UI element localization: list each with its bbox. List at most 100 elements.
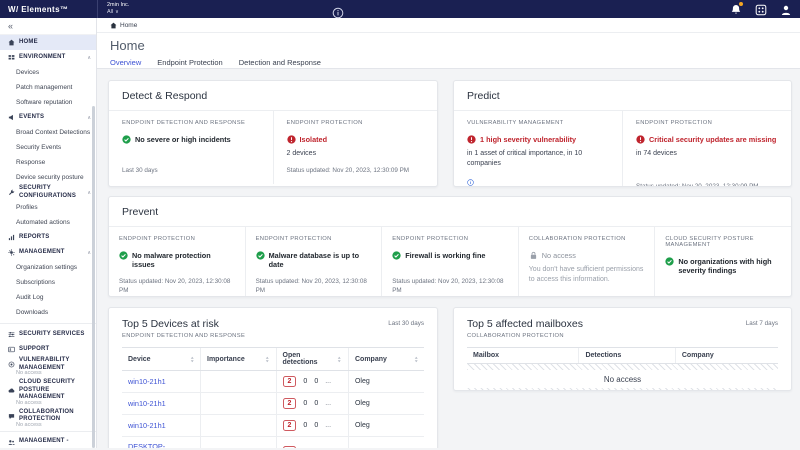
detections-badge[interactable]: 2	[283, 398, 297, 409]
info-icon[interactable]	[467, 173, 609, 187]
category-label: ENDPOINT PROTECTION	[119, 236, 235, 242]
sidebar-item-devices[interactable]: Devices	[0, 65, 96, 80]
importance-cell	[201, 437, 277, 449]
sidebar-scrollbar[interactable]	[92, 106, 95, 448]
category-label: ENDPOINT DETECTION AND RESPONSE	[109, 330, 437, 347]
column-header-company[interactable]: Company	[348, 348, 424, 371]
status-alert: 1 high severity vulnerability	[467, 135, 609, 144]
detections-badge[interactable]: 2	[283, 376, 297, 387]
check-circle-icon	[256, 251, 265, 260]
check-circle-icon	[665, 257, 674, 266]
device-link[interactable]: DESKTOP-U2OPVOC	[128, 442, 165, 448]
sidebar-item-broad-context-detections[interactable]: Broad Context Detections	[0, 125, 96, 140]
status-alert: Critical security updates are missing	[636, 135, 778, 144]
sidebar-divider	[0, 323, 96, 324]
column-header-mailbox[interactable]: Mailbox	[467, 348, 579, 364]
sidebar-item-home[interactable]: HOME	[0, 35, 96, 50]
column-header-importance[interactable]: Importance	[201, 348, 277, 371]
more-indicator: ...	[325, 400, 331, 407]
company-selector[interactable]: 2min Inc. All∨	[107, 2, 129, 17]
ep-database-column: ENDPOINT PROTECTION Malware database is …	[245, 227, 382, 297]
device-link[interactable]: win10-21h1	[128, 399, 166, 408]
sidebar-item-management-secondary[interactable]: MANAGEMENT -	[0, 435, 96, 450]
company-cell: Oleg	[348, 393, 424, 415]
status-updated: Status updated: Nov 20, 2023, 12:30:08 P…	[392, 270, 508, 296]
predict-card: Predict VULNERABILITY MANAGEMENT 1 high …	[453, 80, 792, 187]
status-updated: Status updated: Nov 20, 2023, 12:30:08 P…	[256, 270, 372, 296]
bar-chart-icon	[7, 234, 15, 241]
sidebar-item-security-events[interactable]: Security Events	[0, 140, 96, 155]
detections-badge[interactable]: 2	[283, 420, 297, 431]
apps-grid-icon[interactable]	[755, 3, 767, 15]
breadcrumb-home[interactable]: Home	[120, 22, 137, 29]
period-label: Last 30 days	[388, 318, 424, 327]
info-icon[interactable]	[332, 6, 344, 18]
table-row: win10-21h1 200... Oleg	[122, 371, 424, 393]
category-label: COLLABORATION PROTECTION	[529, 236, 645, 242]
sort-icon[interactable]	[190, 356, 195, 363]
events-megaphone-icon	[7, 114, 15, 121]
page-header: Home Overview Endpoint Protection Detect…	[97, 33, 800, 69]
support-card-icon	[7, 346, 15, 353]
sidebar-item-software-reputation[interactable]: Software reputation	[0, 95, 96, 110]
sidebar-item-automated-actions[interactable]: Automated actions	[0, 215, 96, 230]
sort-icon[interactable]	[337, 356, 342, 363]
sidebar-item-management[interactable]: MANAGEMENT ∧	[0, 245, 96, 260]
status-detail: 2 devices	[287, 149, 425, 158]
environment-grid-icon	[7, 54, 15, 61]
status-ok: No organizations with high severity find…	[665, 257, 781, 276]
user-account-icon[interactable]	[780, 3, 792, 15]
sidebar-item-profiles[interactable]: Profiles	[0, 200, 96, 215]
table-row: DESKTOP-U2OPVOC 200... Oleg	[122, 437, 424, 449]
sidebar-item-environment[interactable]: ENVIRONMENT ∧	[0, 50, 96, 65]
sidebar-item-response[interactable]: Response	[0, 155, 96, 170]
home-icon	[110, 22, 117, 29]
sidebar-item-events[interactable]: EVENTS ∧	[0, 110, 96, 125]
column-header-open-detections[interactable]: Open detections	[276, 348, 348, 371]
chevron-up-icon: ∧	[87, 190, 91, 196]
status-detail: You don't have sufficient permissions to…	[529, 265, 645, 284]
notifications-bell-icon[interactable]	[730, 3, 742, 15]
sidebar-item-reports[interactable]: REPORTS	[0, 230, 96, 245]
column-header-device[interactable]: Device	[122, 348, 201, 371]
sidebar-divider	[0, 431, 96, 432]
sidebar-item-patch-management[interactable]: Patch management	[0, 80, 96, 95]
column-header-company[interactable]: Company	[675, 348, 778, 364]
no-access-placeholder: No access	[467, 364, 778, 391]
column-header-detections[interactable]: Detections	[579, 348, 675, 364]
sidebar-item-device-security-posture[interactable]: Device security posture	[0, 170, 96, 185]
importance-cell	[201, 393, 277, 415]
sidebar-item-audit-log[interactable]: Audit Log	[0, 290, 96, 305]
status-ok: No severe or high incidents	[122, 135, 260, 144]
sidebar-item-subscriptions[interactable]: Subscriptions	[0, 275, 96, 290]
topbar-divider	[97, 0, 98, 18]
sidebar-item-downloads[interactable]: Downloads	[0, 305, 96, 320]
vuln-mgmt-column: VULNERABILITY MANAGEMENT 1 high severity…	[454, 111, 622, 187]
card-title: Prevent	[109, 197, 791, 227]
sidebar-item-security-configurations[interactable]: SECURITY CONFIGURATIONS ∧	[0, 185, 96, 200]
sidebar-collapse-button[interactable]: «	[0, 18, 96, 35]
device-link[interactable]: win10-21h1	[128, 421, 166, 430]
sidebar-item-organization-settings[interactable]: Organization settings	[0, 260, 96, 275]
sort-icon[interactable]	[265, 356, 270, 363]
table-row: win10-21h1 200... Oleg	[122, 415, 424, 437]
top-devices-card: Top 5 Devices at risk Last 30 days ENDPO…	[108, 307, 438, 448]
prevent-card: Prevent ENDPOINT PROTECTION No malware p…	[108, 196, 792, 297]
sidebar-item-security-services[interactable]: SECURITY SERVICES	[0, 327, 96, 342]
ep-malware-column: ENDPOINT PROTECTION No malware protectio…	[109, 227, 245, 297]
sidebar-item-cloud-security-posture-management[interactable]: CLOUD SECURITY POSTURE MANAGEMENT	[0, 379, 96, 402]
breadcrumb: Home	[97, 18, 800, 33]
more-indicator: ...	[325, 422, 331, 429]
category-label: ENDPOINT DETECTION AND RESPONSE	[122, 120, 260, 126]
device-link[interactable]: win10-21h1	[128, 377, 166, 386]
status-ok: Firewall is working fine	[392, 251, 508, 260]
ep-updates-column: ENDPOINT PROTECTION Critical security up…	[622, 111, 791, 187]
sort-icon[interactable]	[414, 356, 419, 363]
gear-icon	[7, 249, 15, 256]
sidebar-item-support[interactable]: SUPPORT	[0, 342, 96, 357]
status-updated: Status updated: Nov 20, 2023, 12:30:08 P…	[119, 270, 235, 296]
card-title: Predict	[454, 81, 791, 111]
sliders-icon	[7, 331, 15, 338]
sidebar-nav: « HOME ENVIRONMENT ∧ Devices Patch manag…	[0, 18, 97, 448]
company-cell: Oleg	[348, 415, 424, 437]
